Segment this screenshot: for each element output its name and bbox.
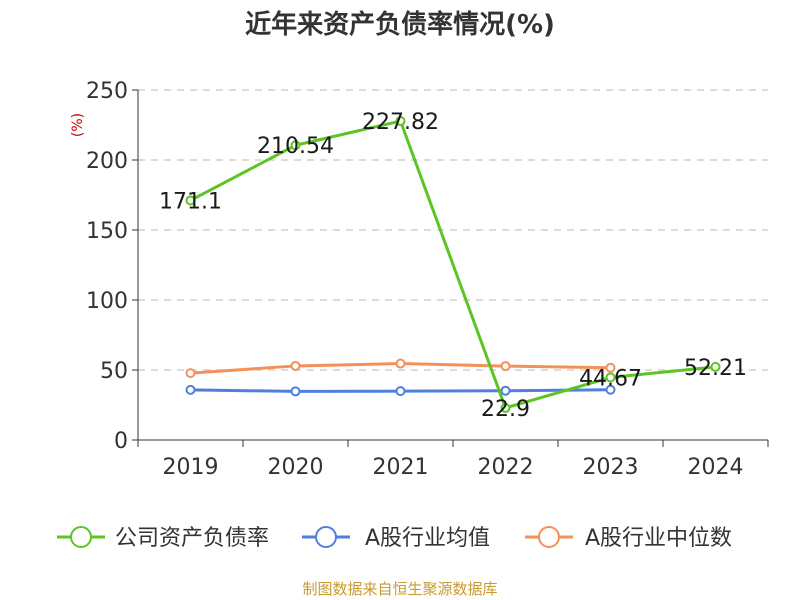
data-point	[500, 385, 511, 396]
y-tick-label: 0	[114, 429, 128, 454]
data-point	[395, 358, 406, 369]
data-point	[710, 361, 721, 372]
data-labels: 171.1 210.54 227.82 22.9 44.67 52.21	[159, 110, 747, 422]
y-tick-label: 200	[86, 149, 128, 174]
x-tick-label: 2024	[688, 455, 744, 480]
legend-swatch-marker	[315, 526, 337, 548]
legend-label: A股行业均值	[365, 526, 490, 551]
data-point	[395, 116, 406, 127]
legend-label: 公司资产负债率	[115, 526, 269, 551]
legend-swatch-marker	[538, 526, 560, 548]
data-point	[185, 384, 196, 395]
data-label: 52.21	[684, 356, 747, 381]
series-group	[185, 116, 721, 413]
x-tick-label: 2021	[373, 455, 429, 480]
data-point	[500, 402, 511, 413]
x-tick-label: 2022	[478, 455, 534, 480]
series-line	[189, 119, 716, 410]
chart-title: 近年来资产负债率情况(%)	[245, 9, 555, 40]
data-label: 22.9	[481, 397, 530, 422]
legend-label: A股行业中位数	[585, 526, 732, 551]
x-tick-label: 2019	[163, 455, 219, 480]
data-label: 171.1	[159, 189, 222, 214]
data-point	[290, 360, 301, 371]
y-tick-label: 50	[100, 359, 128, 384]
data-point	[395, 386, 406, 397]
x-tick-label: 2020	[268, 455, 324, 480]
axes	[132, 89, 769, 447]
data-point	[290, 386, 301, 397]
data-point	[500, 361, 511, 372]
data-label: 210.54	[257, 134, 334, 159]
data-point	[185, 195, 196, 206]
y-tick-label: 250	[86, 79, 128, 104]
y-axis-label: (%)	[70, 113, 86, 137]
x-tick-labels: 2019 2020 2021 2022 2023 2024	[163, 455, 744, 480]
y-tick-label: 150	[86, 219, 128, 244]
data-point	[290, 140, 301, 151]
grid-lines	[138, 89, 768, 371]
legend: 公司资产负债率 A股行业均值 A股行业中位数	[57, 526, 732, 551]
data-point	[605, 362, 616, 373]
data-point	[605, 384, 616, 395]
y-tick-labels: 0 50 100 150 200 250	[86, 79, 128, 454]
data-point	[185, 368, 196, 379]
y-tick-label: 100	[86, 289, 128, 314]
legend-swatch-marker	[70, 526, 92, 548]
source-note: 制图数据来自恒生聚源数据库	[302, 580, 497, 598]
data-point	[605, 372, 616, 383]
x-tick-label: 2023	[583, 455, 639, 480]
data-label: 227.82	[362, 110, 439, 135]
data-label: 44.67	[579, 366, 642, 391]
